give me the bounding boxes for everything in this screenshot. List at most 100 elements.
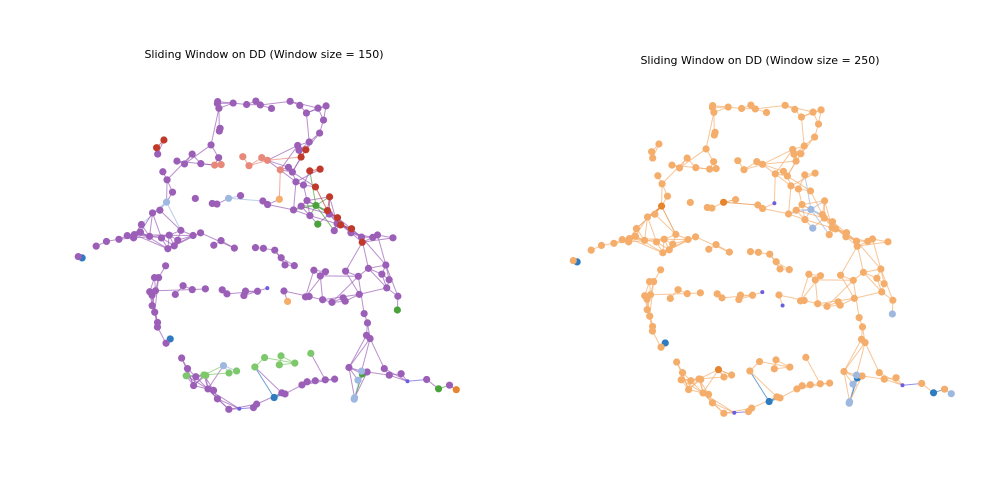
edge — [369, 338, 385, 369]
node — [702, 145, 710, 153]
node — [821, 197, 829, 205]
node — [162, 339, 170, 347]
node — [219, 361, 228, 370]
edge — [800, 116, 805, 147]
node — [223, 290, 231, 298]
node — [853, 242, 861, 250]
node — [772, 356, 780, 364]
edge — [843, 342, 866, 372]
node — [740, 166, 748, 174]
node — [850, 294, 858, 302]
node — [302, 146, 310, 154]
node — [776, 265, 784, 273]
edge — [843, 371, 851, 402]
node — [748, 404, 756, 412]
node — [382, 261, 390, 269]
node — [337, 221, 345, 229]
node — [659, 249, 667, 257]
node — [823, 302, 831, 310]
node — [648, 327, 657, 335]
node — [260, 353, 269, 362]
node — [393, 306, 401, 314]
node — [341, 267, 350, 275]
edge — [843, 339, 862, 372]
edge — [159, 209, 182, 231]
node — [241, 287, 250, 295]
edge — [751, 396, 778, 409]
node — [174, 236, 182, 244]
node — [880, 280, 888, 288]
edge — [267, 159, 289, 168]
network-right — [569, 101, 955, 417]
nodes — [569, 101, 955, 417]
node — [207, 141, 215, 149]
node — [849, 380, 857, 388]
node — [209, 386, 218, 394]
node — [258, 154, 266, 162]
edge — [359, 287, 387, 295]
node — [805, 270, 813, 278]
node — [802, 353, 810, 361]
edge — [773, 173, 776, 204]
node — [861, 338, 869, 347]
node — [363, 368, 371, 376]
node — [724, 103, 732, 111]
edge — [805, 357, 821, 385]
node — [725, 248, 733, 256]
node — [306, 167, 314, 175]
node — [892, 374, 900, 382]
node — [305, 138, 313, 146]
node — [663, 192, 672, 200]
edge — [155, 289, 193, 292]
edge — [644, 216, 649, 241]
node — [641, 292, 649, 300]
node — [684, 235, 692, 244]
node — [307, 349, 315, 357]
node — [728, 371, 736, 379]
node — [658, 180, 666, 188]
node — [816, 380, 824, 388]
edge — [184, 144, 212, 165]
node — [276, 166, 284, 174]
node — [940, 385, 949, 393]
node — [797, 150, 805, 158]
node — [654, 172, 662, 180]
node — [311, 377, 319, 385]
node — [875, 369, 883, 377]
node — [321, 268, 330, 276]
node — [597, 241, 606, 250]
node — [160, 136, 168, 144]
node — [806, 381, 814, 389]
node — [877, 265, 885, 273]
node — [900, 383, 905, 388]
node — [164, 245, 172, 253]
node — [771, 170, 779, 178]
node — [672, 230, 680, 238]
edge — [267, 156, 302, 161]
node — [385, 276, 393, 284]
node — [801, 216, 809, 224]
node — [281, 390, 289, 398]
edge — [361, 338, 371, 372]
node — [783, 172, 791, 180]
node — [191, 194, 199, 203]
edge — [293, 181, 297, 210]
node — [156, 206, 164, 214]
node — [299, 181, 308, 189]
edge — [762, 163, 784, 172]
edge — [712, 402, 735, 414]
node — [242, 100, 251, 109]
node — [784, 210, 793, 218]
node — [772, 258, 780, 266]
node — [947, 390, 955, 398]
node — [310, 266, 318, 274]
node — [275, 195, 283, 203]
edge — [705, 112, 715, 150]
node — [686, 198, 694, 207]
edge — [166, 179, 168, 203]
node — [793, 385, 801, 393]
node — [204, 385, 212, 393]
node — [314, 104, 322, 112]
node — [151, 308, 159, 316]
